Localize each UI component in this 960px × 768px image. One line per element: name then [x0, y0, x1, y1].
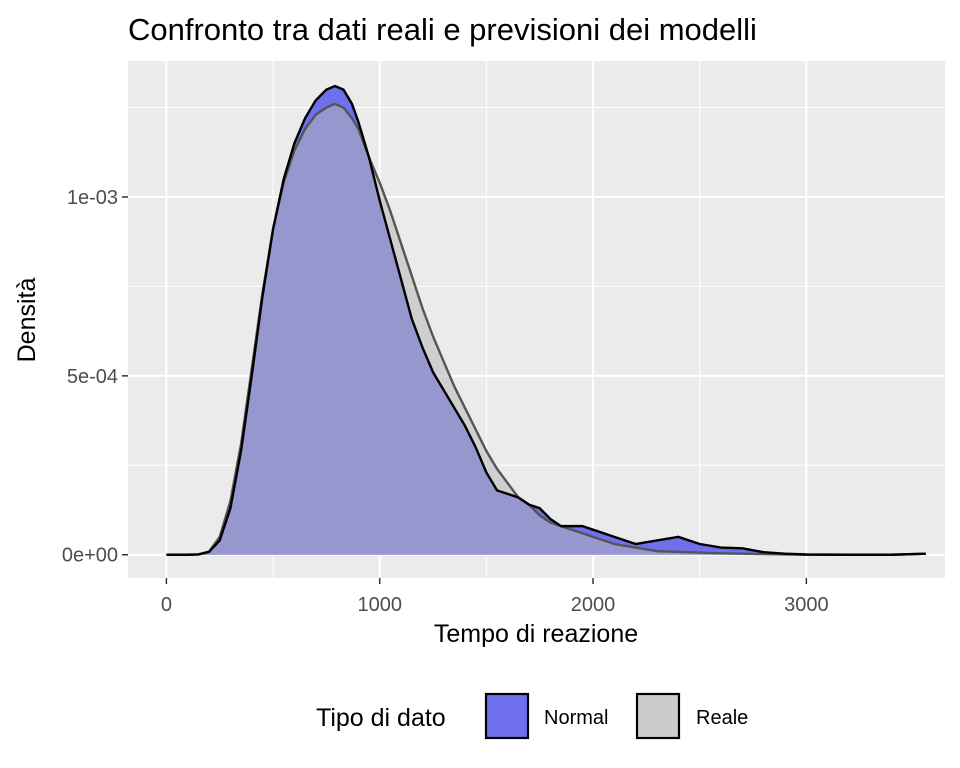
legend-label-normal: Normal — [544, 707, 608, 729]
legend-key-reale — [635, 692, 681, 740]
line-normal — [166, 84, 926, 556]
x-tick-label: 0 — [161, 594, 172, 616]
x-tick-label: 1000 — [357, 594, 402, 616]
x-axis-title: Tempo di reazione — [434, 620, 638, 648]
legend-label-reale: Reale — [696, 707, 748, 729]
series-reale — [166, 103, 926, 555]
chart-title: Confronto tra dati reali e previsioni de… — [128, 12, 757, 47]
y-axis: 0e+00 5e-04 1e-03 — [62, 187, 128, 567]
legend-title: Tipo di dato — [316, 704, 446, 732]
y-axis-title: Densità — [13, 278, 41, 363]
y-tick-label: 1e-03 — [67, 187, 118, 209]
legend-key-normal — [484, 692, 530, 740]
x-tick-label: 2000 — [571, 594, 616, 616]
y-tick-label: 5e-04 — [67, 366, 118, 388]
legend: Tipo di dato Normal Reale — [316, 692, 748, 740]
area-reale — [166, 103, 926, 555]
x-axis: 0 1000 2000 3000 — [161, 578, 829, 616]
x-tick-label: 3000 — [784, 594, 829, 616]
y-tick-label: 0e+00 — [62, 545, 118, 567]
